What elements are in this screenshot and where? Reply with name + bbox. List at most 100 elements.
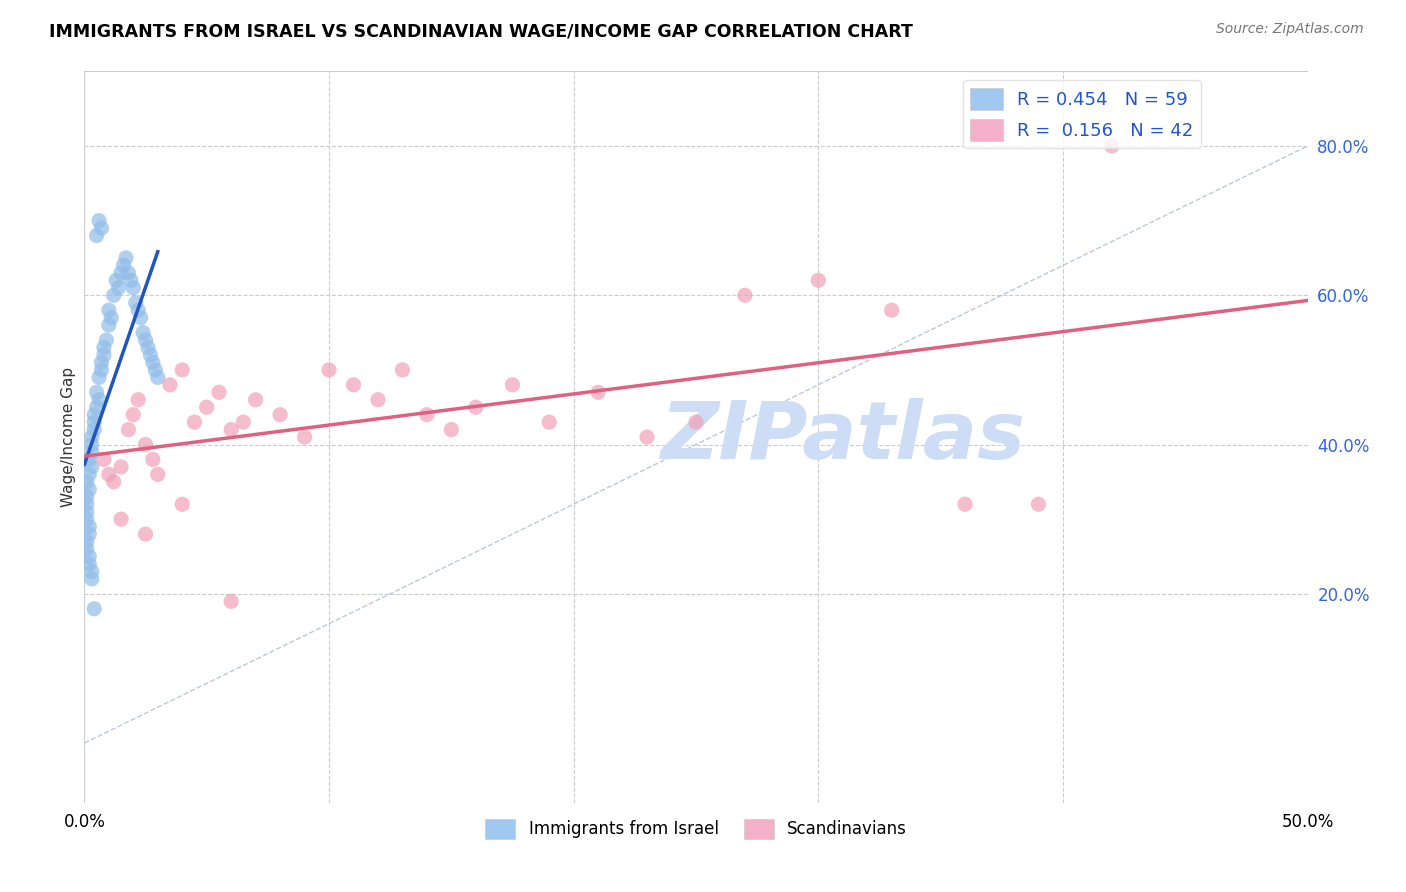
Point (117, 266, 139, 280)
Point (1101, 139, 1123, 153)
Text: ZIPatlas: ZIPatlas (661, 398, 1025, 476)
Point (83, 601, 105, 615)
Point (142, 452, 165, 467)
Point (76, 505, 98, 519)
Point (146, 370, 169, 384)
Point (80, 459, 103, 474)
Point (105, 273, 128, 287)
Point (120, 273, 142, 287)
Point (125, 295, 148, 310)
Point (87, 392, 110, 407)
Point (86, 401, 108, 415)
Point (87, 370, 110, 384)
Point (294, 430, 316, 444)
Text: IMMIGRANTS FROM ISRAEL VS SCANDINAVIAN WAGE/INCOME GAP CORRELATION CHART: IMMIGRANTS FROM ISRAEL VS SCANDINAVIAN W… (49, 22, 912, 40)
Point (142, 355, 165, 369)
Point (110, 512, 132, 526)
Point (80, 430, 103, 444)
Y-axis label: Wage/Income Gap: Wage/Income Gap (60, 367, 76, 508)
Point (83, 415, 105, 429)
Point (1028, 497, 1050, 511)
Point (502, 377, 524, 392)
Point (172, 497, 194, 511)
Point (219, 423, 242, 437)
Point (245, 392, 267, 407)
Point (132, 326, 155, 340)
Point (77, 519, 100, 533)
Point (110, 266, 132, 280)
Point (232, 415, 254, 429)
Point (115, 251, 138, 265)
Point (96, 333, 118, 347)
Point (97, 318, 120, 332)
Point (83, 423, 105, 437)
Point (135, 333, 157, 347)
Point (93, 341, 115, 355)
Point (136, 341, 159, 355)
Point (318, 363, 340, 377)
Point (953, 497, 976, 511)
Point (636, 430, 658, 444)
Point (127, 303, 149, 318)
Point (77, 527, 100, 541)
Point (122, 281, 145, 295)
Point (146, 467, 169, 482)
Point (86, 385, 108, 400)
Point (107, 281, 129, 295)
Point (110, 459, 132, 474)
Point (135, 527, 157, 541)
Point (734, 288, 756, 302)
Point (93, 348, 115, 362)
Point (367, 392, 389, 407)
Point (93, 452, 115, 467)
Legend: Immigrants from Israel, Scandinavians: Immigrants from Israel, Scandinavians (478, 812, 914, 846)
Point (77, 467, 100, 482)
Point (80, 445, 103, 459)
Point (76, 512, 98, 526)
Point (103, 288, 125, 302)
Point (269, 408, 291, 422)
Point (586, 385, 609, 400)
Point (77, 483, 100, 497)
Point (76, 475, 98, 489)
Point (83, 408, 105, 422)
Point (90, 363, 112, 377)
Point (195, 401, 218, 415)
Point (76, 542, 98, 557)
Point (97, 303, 120, 318)
Point (685, 415, 707, 429)
Point (77, 549, 100, 564)
Text: Source: ZipAtlas.com: Source: ZipAtlas.com (1216, 22, 1364, 37)
Point (342, 377, 364, 392)
Point (143, 363, 166, 377)
Point (880, 303, 903, 318)
Point (464, 401, 486, 415)
Point (90, 355, 112, 369)
Point (135, 437, 157, 451)
Point (127, 392, 149, 407)
Point (77, 452, 100, 467)
Point (97, 467, 120, 482)
Point (129, 310, 152, 325)
Point (77, 557, 100, 571)
Point (440, 423, 463, 437)
Point (219, 594, 242, 608)
Point (183, 415, 205, 429)
Point (76, 497, 98, 511)
Point (87, 213, 110, 227)
Point (538, 415, 561, 429)
Point (76, 534, 98, 549)
Point (416, 408, 439, 422)
Point (80, 572, 103, 586)
Point (139, 348, 162, 362)
Point (807, 273, 830, 287)
Point (103, 475, 125, 489)
Point (80, 437, 103, 451)
Point (76, 490, 98, 504)
Point (208, 385, 231, 400)
Point (117, 423, 139, 437)
Point (391, 363, 413, 377)
Point (80, 565, 103, 579)
Point (172, 363, 194, 377)
Point (100, 310, 122, 325)
